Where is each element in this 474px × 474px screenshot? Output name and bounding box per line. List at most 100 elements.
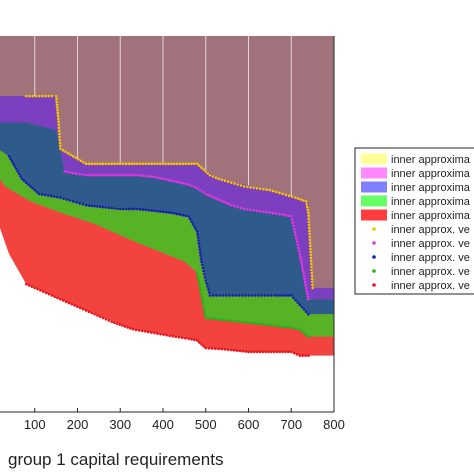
vertex-point	[37, 192, 41, 196]
vertex-point	[170, 162, 173, 166]
vertex-point	[310, 277, 314, 281]
vertex-point	[195, 186, 199, 190]
vertex-point	[202, 344, 205, 348]
vertex-point	[308, 229, 311, 233]
legend-swatch	[361, 195, 387, 207]
vertex-point	[207, 291, 211, 294]
region-4	[0, 179, 334, 356]
vertex-point	[131, 327, 135, 331]
vertex-point	[84, 173, 88, 177]
vertex-point	[295, 353, 299, 356]
vertex-point	[77, 158, 80, 161]
vertex-point	[200, 295, 204, 299]
vertex-point	[201, 301, 205, 305]
vertex-point	[224, 201, 228, 205]
vertex-point	[54, 94, 58, 98]
vertex-point	[289, 326, 293, 329]
vertex-point	[295, 240, 299, 243]
vertex-point	[59, 297, 62, 301]
vertex-point	[150, 331, 153, 334]
vertex-point	[141, 162, 145, 166]
vertex-point	[287, 214, 290, 218]
vertex-point	[203, 275, 207, 279]
vertex-point	[231, 294, 234, 297]
vertex-point	[284, 294, 287, 297]
vertex-point	[206, 171, 210, 175]
vertex-point	[175, 180, 179, 184]
vertex-point	[263, 294, 266, 297]
vertex-point	[164, 162, 168, 166]
vertex-point	[284, 325, 287, 329]
vertex-point	[247, 321, 250, 324]
vertex-point	[287, 194, 291, 198]
vertex-point	[244, 320, 247, 324]
vertex-point	[104, 162, 108, 166]
vertex-point	[107, 162, 111, 166]
legend-swatch	[361, 209, 387, 221]
vertex-point	[241, 320, 245, 324]
vertex-point	[161, 162, 165, 166]
vertex-point	[292, 224, 295, 228]
vertex-point	[281, 192, 285, 196]
vertex-point	[307, 312, 310, 316]
vertex-point	[233, 204, 236, 208]
vertex-point	[110, 320, 113, 324]
vertex-point	[70, 302, 74, 306]
vertex-point	[294, 196, 297, 199]
vertex-point	[56, 117, 60, 121]
vertex-point	[305, 205, 309, 209]
vertex-point	[261, 350, 265, 354]
vertex-point	[147, 162, 151, 166]
vertex-point	[165, 333, 168, 337]
vertex-point	[278, 350, 282, 354]
vertex-point	[110, 162, 113, 166]
vertex-point	[141, 174, 145, 178]
vertex-point	[27, 284, 31, 287]
vertex-point	[178, 213, 182, 216]
vertex-point	[258, 322, 262, 326]
vertex-point	[235, 320, 239, 323]
x-tick-label: 600	[238, 417, 260, 432]
vertex-point	[242, 207, 246, 211]
vertex-point	[87, 162, 91, 166]
vertex-point	[292, 351, 296, 355]
vertex-point	[239, 206, 243, 210]
vertex-point	[34, 94, 38, 98]
vertex-point	[204, 346, 208, 350]
vertex-point	[207, 193, 210, 197]
vertex-point	[278, 212, 281, 216]
vertex-point	[284, 213, 287, 217]
vertex-point	[171, 334, 175, 338]
vertex-point	[71, 200, 75, 203]
vertex-point	[300, 264, 304, 267]
vertex-point	[153, 209, 156, 213]
vertex-point	[281, 325, 285, 328]
vertex-point	[113, 173, 116, 177]
legend-label: inner approxima	[391, 182, 471, 194]
vertex-point	[212, 196, 215, 199]
vertex-point	[302, 272, 305, 276]
vertex-point	[161, 210, 165, 214]
vertex-point	[295, 327, 299, 330]
vertex-point	[138, 174, 142, 177]
vertex-point	[201, 190, 205, 194]
vertex-point	[193, 162, 196, 166]
vertex-point	[93, 173, 96, 177]
vertex-point	[35, 190, 39, 194]
vertex-point	[236, 183, 240, 186]
vertex-point	[310, 280, 314, 284]
vertex-point	[20, 177, 24, 181]
vertex-point	[232, 319, 236, 323]
vertex-point	[173, 180, 176, 183]
region-3	[0, 150, 334, 337]
vertex-point	[281, 294, 285, 297]
vertex-point	[269, 294, 273, 297]
vertex-point	[217, 347, 220, 351]
vertex-point	[309, 250, 312, 254]
vertex-point	[308, 232, 311, 236]
vertex-point	[150, 175, 153, 178]
vertex-point	[274, 212, 278, 215]
vertex-point	[93, 312, 96, 316]
legend-marker	[372, 227, 376, 231]
